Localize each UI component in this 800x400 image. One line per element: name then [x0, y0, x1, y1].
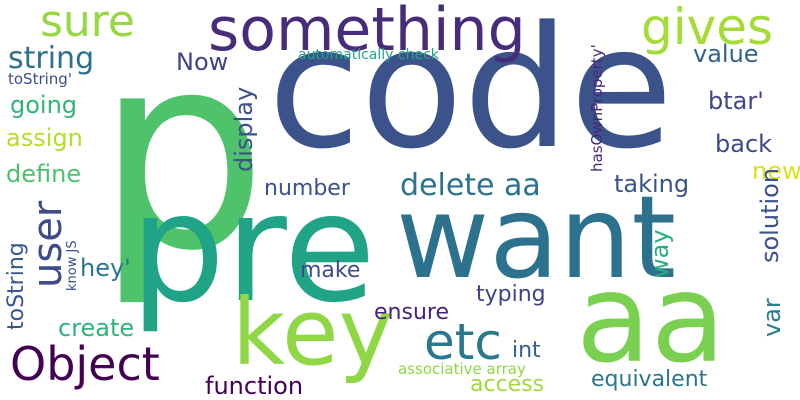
word-typing: typing	[476, 282, 546, 307]
word-user: user	[25, 200, 71, 288]
word-etc: etc	[424, 313, 502, 371]
word-back: back	[715, 130, 773, 158]
word-going: going	[10, 91, 78, 119]
word-var: var	[758, 298, 786, 337]
word-key: key	[232, 279, 394, 386]
word-sure: sure	[40, 0, 136, 47]
word-int: int	[512, 338, 541, 363]
word-display: display	[230, 86, 258, 172]
word-tostring-quote: toString'	[8, 70, 72, 88]
word-ensure: ensure	[374, 300, 449, 325]
word-value: value	[693, 40, 759, 68]
word-automatically-check: automatically check	[298, 47, 439, 63]
word-code: code	[268, 0, 674, 186]
word-hasownproperty: hasOwnProperty'	[588, 44, 606, 172]
word-new: new	[752, 157, 800, 185]
word-know-js: know JS	[65, 240, 80, 291]
word-way: way	[646, 229, 674, 278]
word-now: Now	[176, 48, 229, 76]
word-hey: hey'	[80, 254, 131, 282]
word-number: number	[264, 176, 350, 201]
word-btar: btar'	[708, 87, 764, 115]
word-object: Object	[10, 337, 160, 391]
word-tostring: toString	[4, 242, 29, 330]
word-assign: assign	[6, 124, 83, 152]
word-p: p	[96, 0, 268, 310]
word-equivalent: equivalent	[591, 367, 708, 392]
word-pre: pre	[130, 162, 376, 336]
word-access: access	[470, 372, 545, 397]
word-create: create	[58, 314, 135, 342]
word-gives: gives	[641, 0, 774, 56]
word-associative-array: associative array	[398, 360, 526, 378]
word-want: want	[396, 171, 677, 304]
word-something: something	[208, 0, 526, 65]
word-make: make	[300, 258, 361, 283]
word-function: function	[205, 372, 304, 400]
word-delete-aa: delete aa	[400, 168, 541, 203]
word-string: string	[8, 41, 95, 76]
word-taking: taking	[614, 170, 690, 198]
word-define: define	[6, 160, 82, 188]
word-aa: aa	[576, 248, 726, 390]
word-solution: solution	[756, 167, 784, 263]
